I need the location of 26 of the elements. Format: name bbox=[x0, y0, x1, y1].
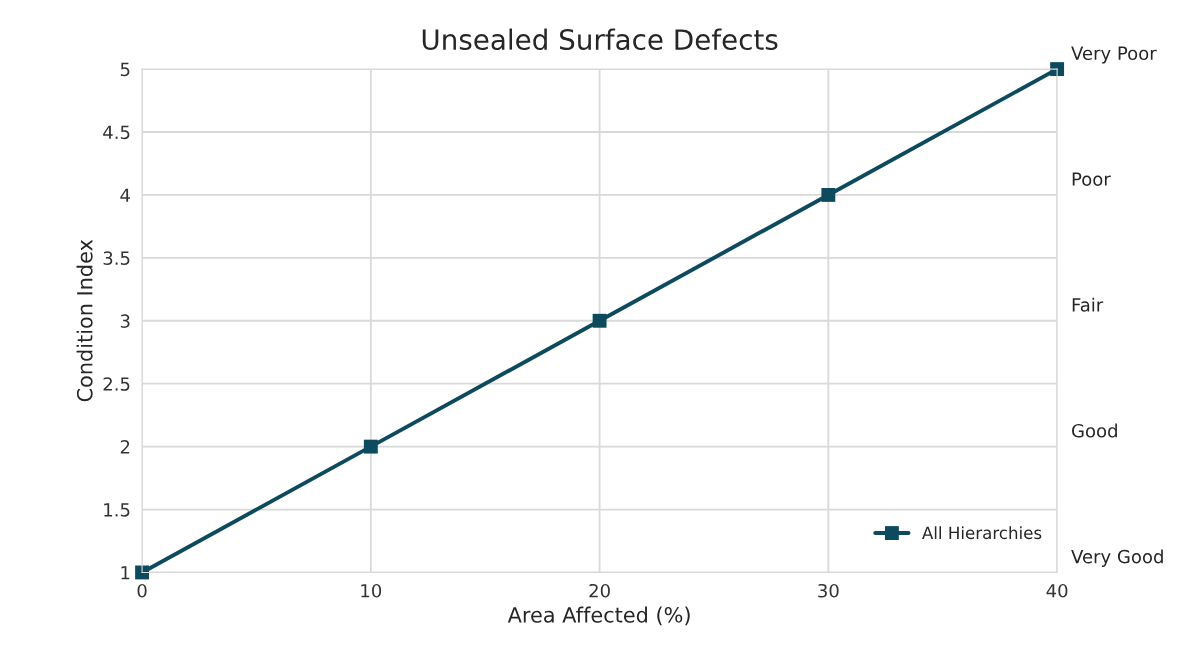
y-tick-label: 1.5 bbox=[104, 503, 130, 517]
y-tick-label: 3.5 bbox=[103, 251, 130, 265]
text: Good bbox=[1072, 423, 1117, 438]
legend-label: All Hierarchies bbox=[922, 526, 1042, 540]
text: Very Poor bbox=[1071, 46, 1157, 64]
y-tick-label: 1 bbox=[121, 566, 130, 580]
x-tick-label: 10 bbox=[361, 583, 382, 598]
y-tick-label: 5 bbox=[120, 62, 130, 77]
point bbox=[821, 187, 836, 202]
point bbox=[363, 439, 378, 454]
text: Very Good bbox=[1071, 549, 1163, 567]
y-tick-label: 2 bbox=[120, 440, 130, 454]
x-tick-label: 0 bbox=[137, 583, 147, 598]
y-tick-label: 3 bbox=[120, 314, 130, 328]
text: Poor bbox=[1072, 172, 1111, 186]
y-tick-label: 4 bbox=[120, 188, 130, 202]
chart-title: Unsealed Surface Defects bbox=[422, 28, 778, 51]
x-axis-title: Area Affected (%) bbox=[507, 606, 690, 626]
y-axis-title: Condition Index bbox=[76, 239, 93, 402]
x-tick-label: 40 bbox=[1046, 583, 1068, 598]
point bbox=[592, 313, 607, 328]
y-tick-label: 2.5 bbox=[103, 377, 130, 391]
y-tick-label: 4.5 bbox=[103, 125, 130, 140]
x-tick-label: 20 bbox=[589, 583, 610, 598]
x-tick-label: 30 bbox=[818, 583, 839, 598]
text: Fair bbox=[1072, 297, 1104, 312]
